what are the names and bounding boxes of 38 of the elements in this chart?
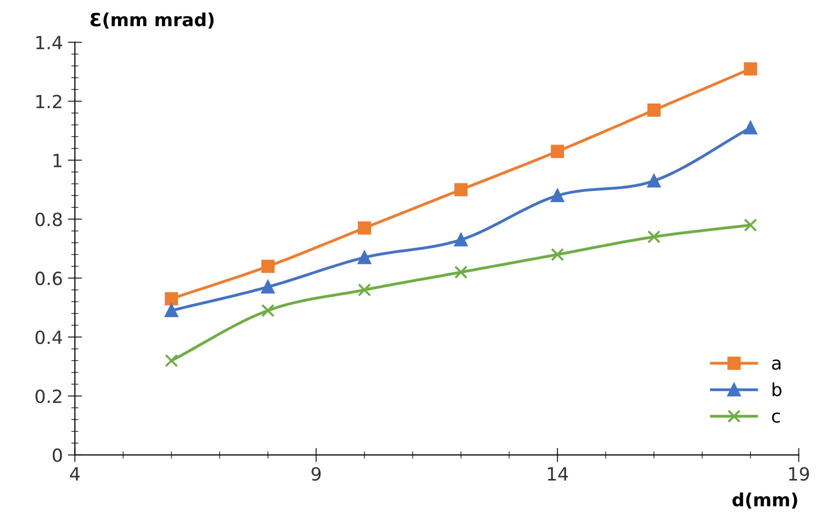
point: [164, 354, 178, 368]
x-tick-label: 14: [548, 467, 568, 480]
y-tick-label: 0: [52, 448, 62, 462]
point: [550, 188, 564, 202]
x-tick-label: 19: [789, 467, 809, 481]
point: [358, 250, 372, 264]
y-tick-label: 0.6: [36, 272, 62, 286]
y-tick-label: 1.2: [36, 94, 62, 108]
point: [261, 260, 275, 273]
point: [647, 104, 661, 117]
point: [647, 230, 661, 244]
point: [550, 248, 564, 262]
point: [454, 183, 468, 196]
x-axis-title: d(mm): [732, 492, 798, 509]
y-tick-label: 0.4: [36, 330, 62, 344]
point: [454, 233, 468, 246]
point: [454, 266, 468, 279]
point: [647, 174, 661, 188]
y-tick-label: 1: [54, 154, 62, 168]
x-tick-label: 9: [312, 467, 321, 481]
legend-label: c: [772, 412, 780, 423]
point: [744, 62, 758, 76]
point: [261, 280, 275, 294]
y-tick-label: 0.2: [36, 389, 62, 404]
y-axis-title: Ɛ(mm mrad): [90, 12, 214, 29]
y-tick-label: 1.4: [36, 36, 62, 50]
point: [358, 283, 372, 296]
point: [550, 144, 564, 158]
legend-label: a: [772, 359, 780, 370]
legend-label: b: [772, 382, 782, 396]
point: [358, 221, 372, 235]
x-tick-label: 4: [70, 467, 80, 480]
point: [164, 304, 178, 318]
y-tick-label: 0.8: [36, 212, 62, 226]
point: [744, 121, 758, 134]
point: [744, 218, 758, 232]
point: [261, 304, 275, 318]
point: [164, 292, 178, 306]
